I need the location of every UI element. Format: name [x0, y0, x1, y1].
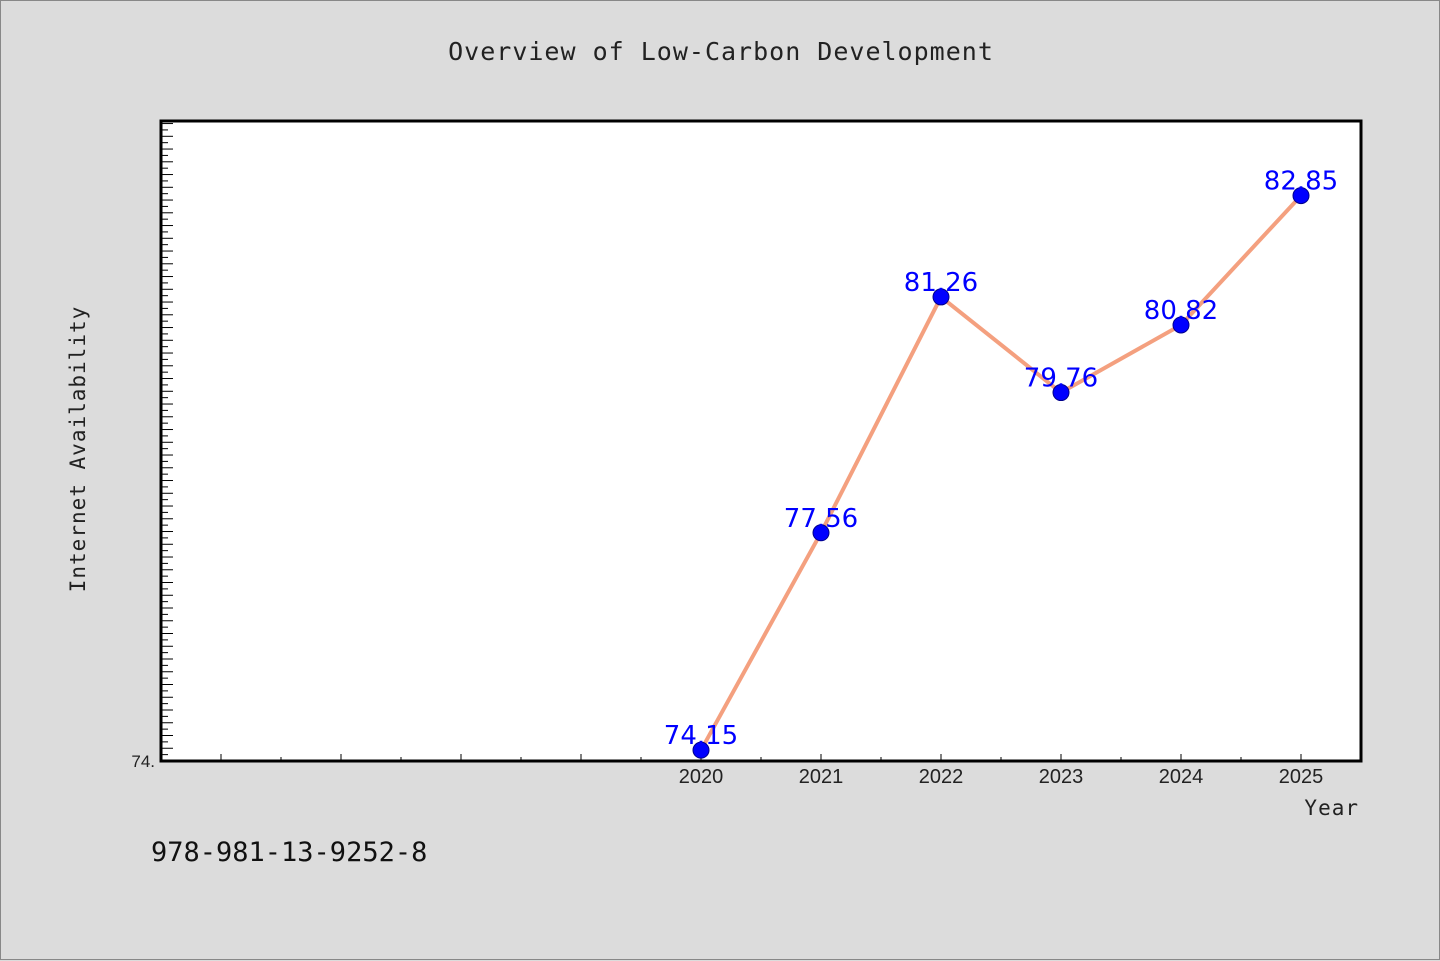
- chart-title: Overview of Low-Carbon Development: [448, 37, 994, 66]
- data-point: [1172, 316, 1190, 334]
- x-tick-label: 2022: [919, 766, 964, 788]
- y-axis-label: Internet Availability: [66, 305, 90, 593]
- data-label: 81.26: [904, 268, 978, 298]
- x-tick-label: 2021: [799, 766, 844, 788]
- series-line: [699, 194, 1303, 752]
- data-point: [1292, 187, 1310, 205]
- data-point: [932, 288, 950, 306]
- data-label: 74.15: [664, 721, 738, 751]
- data-point: [692, 741, 710, 759]
- data-label: 82.85: [1264, 167, 1338, 197]
- data-label: 80.82: [1144, 296, 1218, 326]
- y-tick-label: 74.: [131, 752, 155, 771]
- footer-code: 978-981-13-9252-8: [151, 837, 428, 868]
- x-tick-label: 2024: [1159, 766, 1204, 788]
- x-axis-label: Year: [1304, 796, 1359, 820]
- x-axis-ticks: 2020 2021 2022 2023 2024 2025: [220, 754, 1362, 788]
- data-point: [1052, 384, 1070, 402]
- data-label: 77.56: [784, 504, 858, 534]
- plot-area: [159, 119, 1363, 763]
- x-tick-label: 2020: [679, 766, 724, 788]
- y-axis-ticks: 74.: [131, 123, 173, 771]
- data-label: 79.76: [1024, 364, 1098, 394]
- x-tick-label: 2025: [1279, 766, 1324, 788]
- data-point: [812, 524, 830, 542]
- series-layer: 74.15 77.56 81.26 79.76 80.82 82.85: [664, 167, 1338, 759]
- x-tick-label: 2023: [1039, 766, 1084, 788]
